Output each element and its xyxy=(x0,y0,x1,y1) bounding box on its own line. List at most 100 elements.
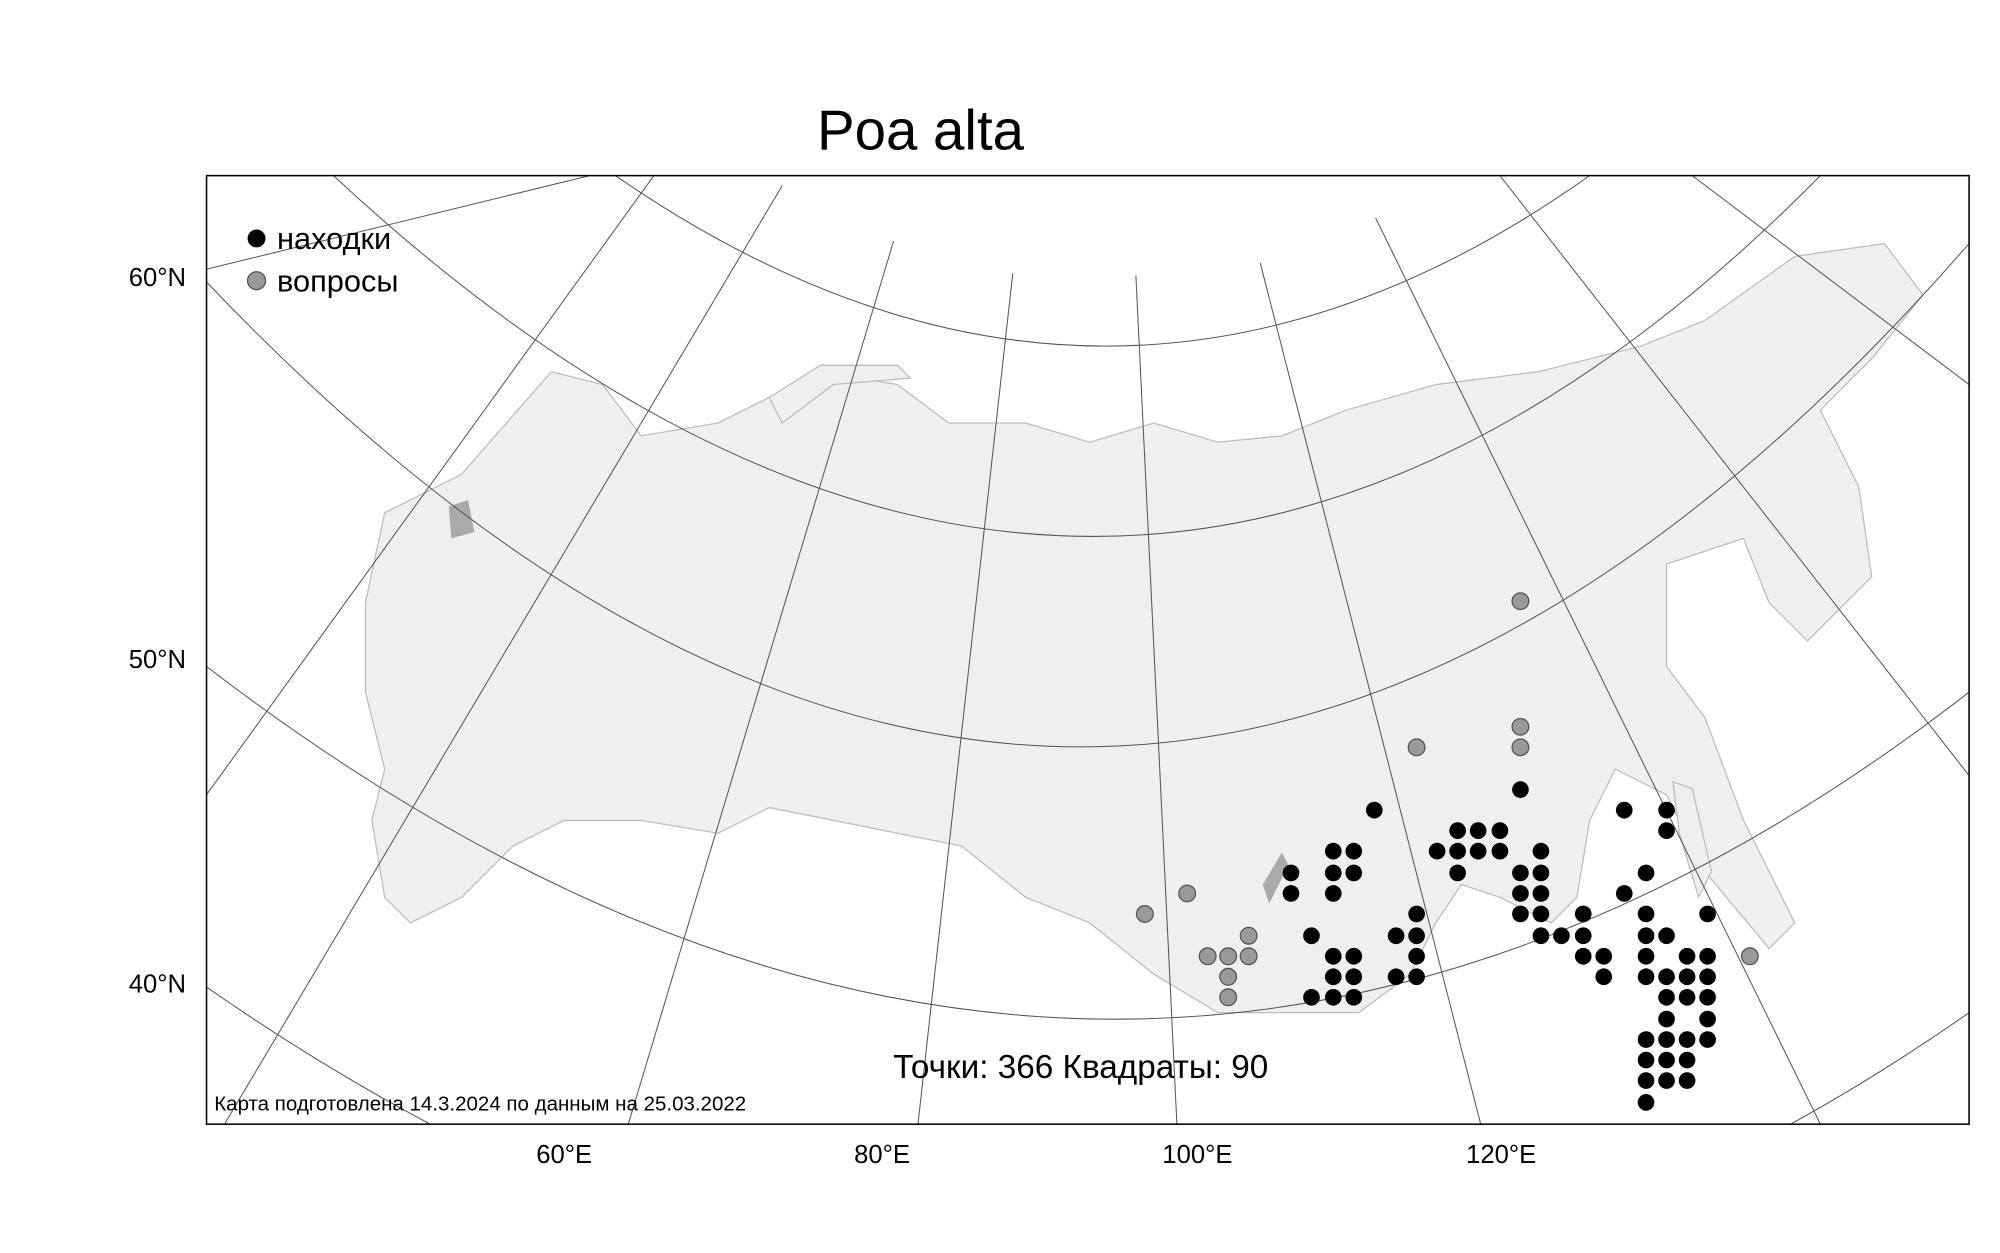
find-dot xyxy=(1324,988,1342,1006)
find-dot xyxy=(1345,864,1363,882)
find-dot xyxy=(1532,885,1550,902)
find-dot xyxy=(1637,1072,1655,1089)
find-dot xyxy=(1595,968,1613,986)
lat-label: 40°N xyxy=(129,971,186,999)
occurrences xyxy=(1135,592,1759,1111)
find-dot xyxy=(1532,927,1550,945)
find-dot xyxy=(1678,968,1696,986)
find-dot xyxy=(1408,947,1425,965)
find-dot xyxy=(1469,842,1487,860)
summary: Точки: 366 Квадраты: 90 xyxy=(893,1049,1268,1086)
find-dot xyxy=(1658,822,1675,839)
find-dot xyxy=(1637,947,1655,965)
find-dot xyxy=(1637,1051,1655,1069)
question-dot xyxy=(1239,947,1258,966)
find-dot xyxy=(1699,1031,1716,1048)
question-dot xyxy=(1740,947,1759,966)
map-body xyxy=(206,175,1970,1125)
find-dot xyxy=(1615,801,1633,819)
find-dot xyxy=(1553,927,1570,945)
find-dot xyxy=(1512,864,1529,882)
find-dot xyxy=(1615,885,1633,902)
land xyxy=(364,242,1924,1014)
find-dot xyxy=(1637,864,1655,882)
find-dot xyxy=(1658,927,1675,945)
find-dot xyxy=(1512,885,1529,902)
lake xyxy=(448,499,475,539)
question-dot xyxy=(1219,947,1238,966)
find-dot xyxy=(1574,947,1592,965)
find-dot xyxy=(1658,1051,1675,1069)
lat-label: 50°N xyxy=(129,646,186,674)
find-dot xyxy=(1532,864,1550,882)
find-dot xyxy=(1532,842,1550,860)
find-dot xyxy=(1658,1072,1675,1089)
map-title: Poa alta xyxy=(817,98,1025,161)
find-dot xyxy=(1491,822,1509,839)
find-dot xyxy=(1324,885,1342,902)
find-dot xyxy=(1637,905,1655,923)
find-dot xyxy=(1449,842,1466,860)
find-dot xyxy=(1282,885,1300,902)
find-dot xyxy=(1365,801,1383,819)
find-dot xyxy=(1678,947,1696,965)
find-dot xyxy=(1324,968,1342,986)
find-dot xyxy=(1699,988,1716,1006)
legend-marker xyxy=(247,229,266,248)
find-dot xyxy=(1532,905,1550,923)
find-dot xyxy=(1345,947,1363,965)
question-dot xyxy=(1511,717,1530,736)
lake xyxy=(1262,852,1289,904)
question-dot xyxy=(1239,926,1258,945)
find-dot xyxy=(1469,822,1487,839)
find-dot xyxy=(1699,1010,1716,1028)
question-dot xyxy=(1511,738,1530,757)
lon-label: 80°E xyxy=(854,1141,910,1169)
island xyxy=(768,364,912,424)
find-dot xyxy=(1512,905,1529,923)
lon-label: 120°E xyxy=(1466,1141,1536,1169)
find-dot xyxy=(1324,864,1342,882)
find-dot xyxy=(1574,905,1592,923)
find-dot xyxy=(1678,1051,1696,1069)
find-dot xyxy=(1512,781,1529,798)
find-dot xyxy=(1637,927,1655,945)
lon-label: 60°E xyxy=(536,1141,592,1169)
find-dot xyxy=(1658,1031,1675,1048)
find-dot xyxy=(1678,988,1696,1006)
note: Карта подготовлена 14.3.2024 по данным н… xyxy=(214,1092,746,1115)
question-dot xyxy=(1135,904,1154,923)
find-dot xyxy=(1595,947,1613,965)
find-dot xyxy=(1428,842,1446,860)
find-dot xyxy=(1345,968,1363,986)
find-dot xyxy=(1324,947,1342,965)
question-dot xyxy=(1407,738,1426,757)
find-dot xyxy=(1658,1010,1675,1028)
question-dot xyxy=(1219,988,1238,1007)
find-dot xyxy=(1387,968,1405,986)
find-dot xyxy=(1282,864,1300,882)
legend-label: вопросы xyxy=(277,263,398,298)
find-dot xyxy=(1449,822,1466,839)
island xyxy=(1672,780,1713,900)
find-dot xyxy=(1491,842,1509,860)
find-dot xyxy=(1658,988,1675,1006)
legend-label: находки xyxy=(277,221,391,256)
find-dot xyxy=(1699,947,1716,965)
find-dot xyxy=(1637,968,1655,986)
find-dot xyxy=(1408,905,1425,923)
question-dot xyxy=(1178,884,1197,903)
question-dot xyxy=(1198,947,1217,966)
find-dot xyxy=(1699,968,1716,986)
legend-marker xyxy=(246,271,267,291)
find-dot xyxy=(1678,1031,1696,1048)
find-dot xyxy=(1637,1094,1655,1111)
find-dot xyxy=(1449,864,1466,882)
find-dot xyxy=(1387,927,1405,945)
find-dot xyxy=(1345,842,1363,860)
graticule xyxy=(206,175,1970,1125)
find-dot xyxy=(1303,927,1320,945)
find-dot xyxy=(1303,988,1320,1006)
find-dot xyxy=(1658,968,1675,986)
